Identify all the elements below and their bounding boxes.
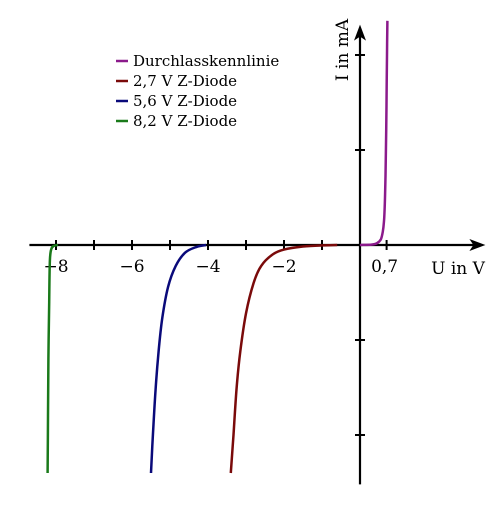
- x-axis-title: U in V: [431, 259, 486, 279]
- series-group: [46, 20, 389, 474]
- x-axis-arrowhead: [469, 239, 486, 251]
- x-tick-label: −2: [271, 257, 296, 277]
- series-line-3: [149, 243, 207, 474]
- y-axis-title: I in mA: [333, 18, 353, 81]
- legend-label: Durchlasskennlinie: [133, 52, 279, 70]
- series-line-1: [359, 20, 389, 247]
- x-tick-label: −4: [195, 257, 220, 277]
- x-tick-label: −6: [119, 257, 144, 277]
- series-line-4: [46, 243, 59, 474]
- y-axis-arrowhead: [354, 24, 366, 41]
- y-ticks: [355, 54, 365, 436]
- series-line-2: [229, 243, 338, 474]
- legend-label: 2,7 V Z-Diode: [133, 72, 237, 90]
- x-tick-labels: −8 −6 −4 −2 0,7: [43, 257, 398, 277]
- legend-label: 8,2 V Z-Diode: [133, 112, 237, 130]
- legend-label: 5,6 V Z-Diode: [133, 92, 237, 110]
- x-tick-label: 0,7: [371, 257, 398, 277]
- legend: Durchlasskennlinie 2,7 V Z-Diode 5,6 V Z-D…: [116, 52, 279, 130]
- x-tick-label: −8: [43, 257, 68, 277]
